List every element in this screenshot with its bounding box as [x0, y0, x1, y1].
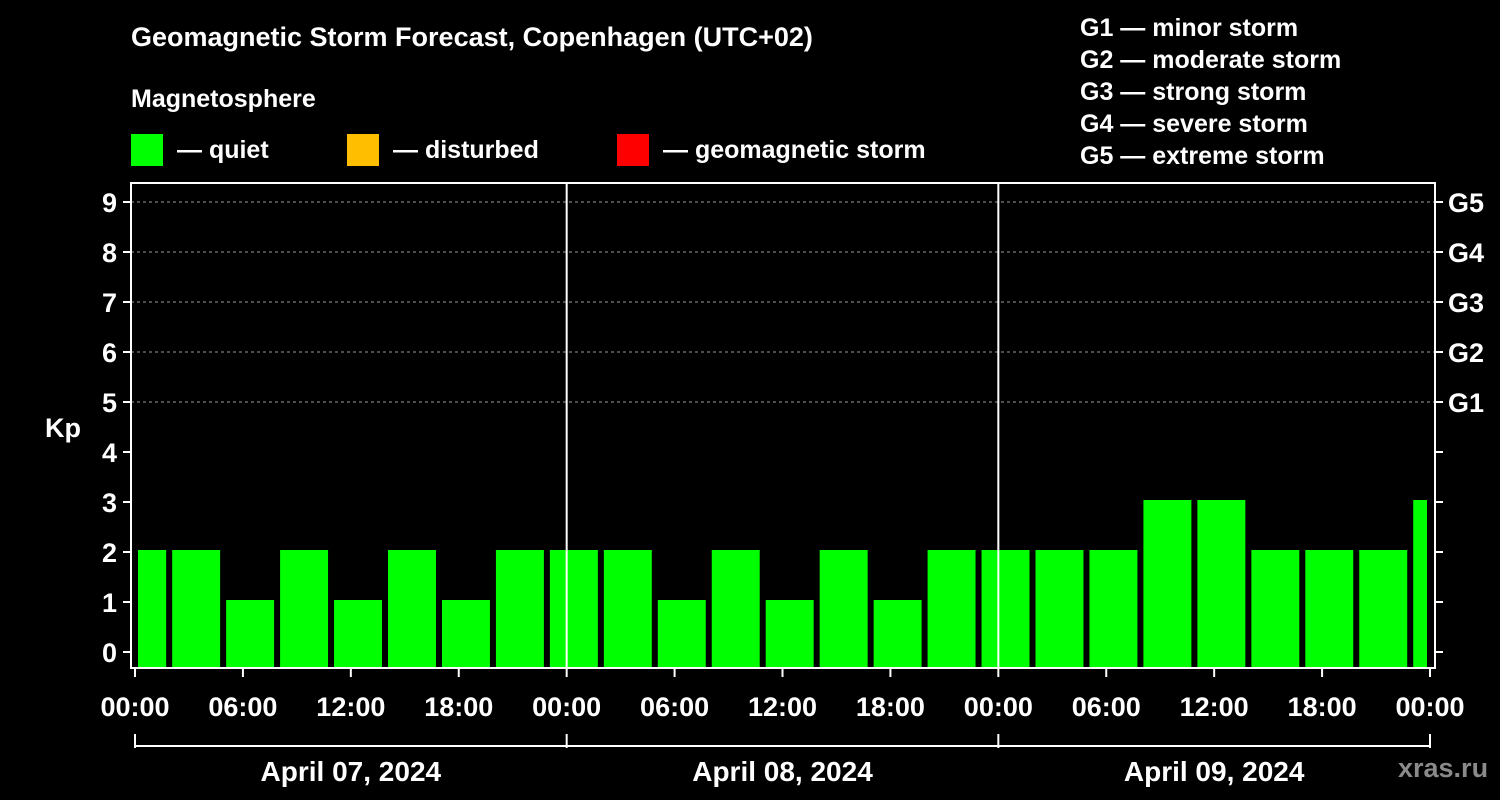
legend-swatch-disturbed — [347, 134, 379, 166]
kp-bar — [711, 550, 760, 668]
watermark: xras.ru — [1398, 753, 1489, 783]
y-tick-label: 7 — [102, 288, 117, 318]
x-tick-label: 00:00 — [1395, 692, 1464, 722]
legend-item-storm: — geomagnetic storm — [617, 133, 926, 167]
kp-bar — [1359, 550, 1408, 668]
g-level-label: G1 — [1448, 388, 1484, 418]
legend-title: Magnetosphere — [131, 85, 316, 113]
y-tick-label: 8 — [102, 238, 117, 268]
kp-bar — [1197, 500, 1246, 668]
g-level-label: G5 — [1448, 188, 1484, 218]
chart-title: Geomagnetic Storm Forecast, Copenhagen (… — [131, 22, 813, 52]
day-label: April 07, 2024 — [261, 756, 442, 787]
kp-bar — [1143, 500, 1192, 668]
kp-bar — [657, 600, 706, 668]
legend-swatch-storm — [617, 134, 649, 166]
x-tick-label: 06:00 — [208, 692, 277, 722]
y-tick-label: 5 — [102, 388, 117, 418]
x-tick-label: 18:00 — [856, 692, 925, 722]
y-axis-label: Kp — [45, 413, 81, 443]
kp-bar — [226, 600, 275, 668]
kp-bar — [334, 600, 383, 668]
g-scale-legend: G1 — minor storm G2 — moderate storm G3 … — [1080, 12, 1341, 172]
day-label: April 08, 2024 — [692, 756, 873, 787]
kp-bar — [172, 550, 221, 668]
kp-bar — [765, 600, 814, 668]
y-tick-label: 0 — [102, 638, 117, 668]
x-tick-label: 00:00 — [532, 692, 601, 722]
kp-bar — [1305, 550, 1354, 668]
kp-bar — [138, 550, 167, 668]
kp-bar — [1089, 550, 1138, 668]
kp-bar — [495, 550, 544, 668]
kp-bar — [873, 600, 922, 668]
x-tick-label: 18:00 — [424, 692, 493, 722]
y-tick-label: 1 — [102, 588, 117, 618]
legend-label-quiet: — quiet — [177, 135, 269, 164]
g-scale-item: G5 — extreme storm — [1080, 142, 1325, 170]
kp-bar — [388, 550, 436, 668]
g-scale-item: G3 — strong storm — [1080, 78, 1307, 106]
legend-label-storm: — geomagnetic storm — [663, 135, 926, 164]
kp-bar — [441, 600, 490, 668]
y-tick-label: 6 — [102, 338, 117, 368]
x-tick-label: 18:00 — [1288, 692, 1357, 722]
legend-item-disturbed: — disturbed — [347, 133, 539, 167]
kp-bar — [819, 550, 868, 668]
x-tick-label: 12:00 — [1180, 692, 1249, 722]
kp-bar — [549, 550, 598, 668]
g-scale-item: G2 — moderate storm — [1080, 46, 1342, 74]
y-tick-label: 2 — [102, 538, 117, 568]
x-tick-label: 12:00 — [316, 692, 385, 722]
x-tick-label: 00:00 — [964, 692, 1033, 722]
kp-bar — [927, 550, 976, 668]
y-tick-label: 4 — [102, 438, 117, 468]
legend-item-quiet: — quiet — [131, 133, 269, 167]
kp-bar — [1413, 500, 1427, 668]
kp-bar — [981, 550, 1030, 668]
x-tick-label: 00:00 — [100, 692, 169, 722]
g-level-label: G4 — [1448, 238, 1484, 268]
day-label: April 09, 2024 — [1124, 756, 1305, 787]
x-tick-label: 06:00 — [1072, 692, 1141, 722]
legend-swatch-quiet — [131, 134, 163, 166]
x-tick-label: 12:00 — [748, 692, 817, 722]
g-level-label: G2 — [1448, 338, 1484, 368]
kp-bar — [280, 550, 329, 668]
g-scale-item: G4 — severe storm — [1080, 110, 1308, 138]
y-tick-label: 9 — [102, 188, 117, 218]
g-level-label: G3 — [1448, 288, 1484, 318]
x-tick-label: 06:00 — [640, 692, 709, 722]
kp-bar — [1035, 550, 1084, 668]
g-scale-item: G1 — minor storm — [1080, 14, 1299, 42]
kp-bar — [1251, 550, 1300, 668]
kp-bar — [603, 550, 652, 668]
legend-label-disturbed: — disturbed — [393, 135, 539, 164]
y-tick-label: 3 — [102, 488, 117, 518]
